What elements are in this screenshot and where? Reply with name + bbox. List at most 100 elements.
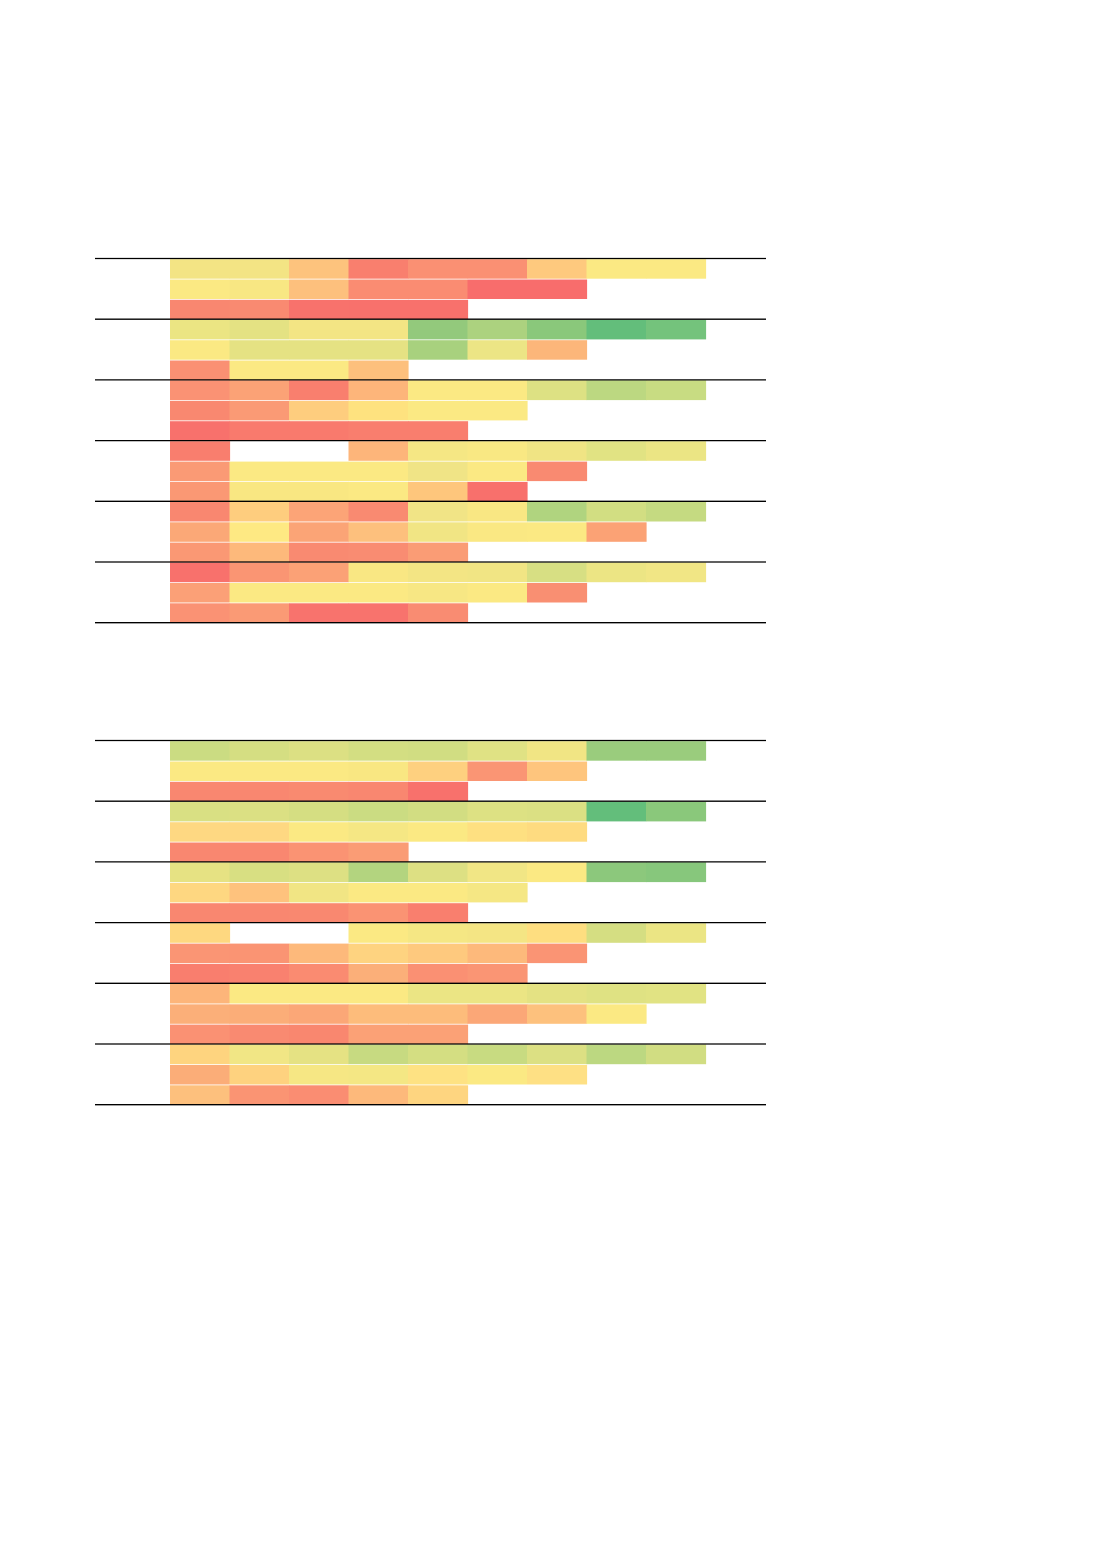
heatmap-cell bbox=[289, 1004, 350, 1024]
heatmap-cell bbox=[170, 923, 231, 943]
heatmap-cell bbox=[408, 923, 469, 943]
heatmap-cell bbox=[348, 842, 409, 862]
heatmap-cell bbox=[408, 1024, 469, 1045]
heatmap-cell bbox=[467, 1065, 528, 1085]
heatmap-cell bbox=[586, 319, 647, 340]
heatmap-cell bbox=[289, 319, 350, 340]
heatmap-cell bbox=[289, 279, 350, 299]
heatmap-cell bbox=[408, 299, 469, 320]
heatmap-cell bbox=[408, 862, 469, 883]
heatmap-cell bbox=[229, 400, 290, 421]
heatmap-cell bbox=[586, 1044, 647, 1065]
heatmap-cell bbox=[586, 923, 647, 943]
heatmap-cell bbox=[467, 259, 528, 279]
heatmap-cell bbox=[348, 542, 409, 563]
heatmap-cell bbox=[348, 882, 409, 903]
heatmap-cell bbox=[229, 481, 290, 502]
heatmap-cell bbox=[170, 562, 231, 583]
heatmap-cell bbox=[289, 299, 350, 320]
heatmap-cell bbox=[348, 481, 409, 502]
heatmap-cell bbox=[348, 741, 409, 761]
heatmap-cell bbox=[646, 862, 707, 883]
heatmap-cell bbox=[527, 340, 588, 360]
heatmap-cell bbox=[170, 299, 231, 320]
heatmap-cell bbox=[170, 761, 231, 781]
heatmap-cell bbox=[408, 259, 469, 279]
heatmap-cell bbox=[408, 781, 469, 802]
heatmap-cell bbox=[467, 279, 528, 299]
heatmap-cell bbox=[170, 542, 231, 563]
heatmap-cell bbox=[289, 862, 350, 883]
heatmap-cell bbox=[527, 741, 588, 761]
heatmap-cell bbox=[229, 542, 290, 563]
heatmap-cell bbox=[586, 562, 647, 583]
heatmap-cell bbox=[229, 299, 290, 320]
heatmap-cell bbox=[170, 1004, 231, 1024]
heatmap-cell bbox=[646, 441, 707, 461]
heatmap-cell bbox=[586, 801, 647, 822]
heatmap-cell bbox=[467, 923, 528, 943]
heatmap-cell bbox=[229, 603, 290, 623]
heatmap-cell bbox=[527, 943, 588, 964]
heatmap-cell bbox=[646, 380, 707, 401]
heatmap-cell bbox=[467, 963, 528, 984]
heatmap-cell bbox=[348, 781, 409, 802]
heatmap-cell bbox=[170, 603, 231, 623]
heatmap-cell bbox=[229, 862, 290, 883]
heatmap-cell bbox=[289, 400, 350, 421]
heatmap-cell bbox=[527, 984, 588, 1004]
heatmap-cell bbox=[408, 502, 469, 522]
heatmap-cell bbox=[348, 984, 409, 1004]
heatmap-cell bbox=[408, 801, 469, 822]
heatmap-cell bbox=[348, 1065, 409, 1085]
heatmap-cell bbox=[348, 801, 409, 822]
heatmap-cell bbox=[408, 380, 469, 401]
heatmap-cell bbox=[408, 279, 469, 299]
heatmap-cell bbox=[467, 441, 528, 461]
heatmap-cell bbox=[229, 761, 290, 781]
heatmap-cell bbox=[289, 380, 350, 401]
heatmap-cell bbox=[289, 421, 350, 441]
heatmap-cell bbox=[467, 761, 528, 781]
heatmap-cell bbox=[527, 862, 588, 883]
heatmap-cell bbox=[348, 1044, 409, 1065]
heatmap-cell bbox=[527, 923, 588, 943]
heatmap-cell bbox=[170, 1044, 231, 1065]
heatmap-cell bbox=[408, 1085, 469, 1105]
heatmap-cell bbox=[527, 822, 588, 842]
heatmap-cell bbox=[646, 801, 707, 822]
heatmap-cell bbox=[467, 1004, 528, 1024]
heatmap-cell bbox=[289, 781, 350, 802]
heatmap-cell bbox=[170, 340, 231, 360]
heatmap-cell bbox=[170, 1085, 231, 1105]
heatmap-cell bbox=[646, 741, 707, 761]
heatmap-cell bbox=[170, 522, 231, 542]
heatmap-cell bbox=[646, 923, 707, 943]
heatmap-cell bbox=[170, 502, 231, 522]
heatmap-cell bbox=[467, 1044, 528, 1065]
heatmap-cell bbox=[408, 943, 469, 964]
heatmap-cell bbox=[348, 1085, 409, 1105]
heatmap-cell bbox=[467, 502, 528, 522]
heatmap-cell bbox=[170, 781, 231, 802]
heatmap-cell bbox=[289, 943, 350, 964]
heatmap-cell bbox=[467, 340, 528, 360]
heatmap-cell bbox=[527, 801, 588, 822]
heatmap-cell bbox=[408, 481, 469, 502]
heatmap-cell bbox=[408, 319, 469, 340]
heatmap-cell bbox=[229, 1044, 290, 1065]
heatmap-cell bbox=[408, 461, 469, 482]
heatmap-cell bbox=[467, 862, 528, 883]
heatmap-cell bbox=[408, 882, 469, 903]
heatmap-cell bbox=[289, 761, 350, 781]
heatmap-cell bbox=[289, 522, 350, 542]
heatmap-cell bbox=[229, 279, 290, 299]
heatmap-cell bbox=[467, 882, 528, 903]
heatmap-cell bbox=[348, 319, 409, 340]
heatmap-cell bbox=[527, 441, 588, 461]
heatmap-cell bbox=[408, 1004, 469, 1024]
heatmap-cell bbox=[348, 299, 409, 320]
heatmap-cell bbox=[586, 522, 647, 542]
heatmap-cell bbox=[348, 862, 409, 883]
heatmap-cell bbox=[229, 781, 290, 802]
